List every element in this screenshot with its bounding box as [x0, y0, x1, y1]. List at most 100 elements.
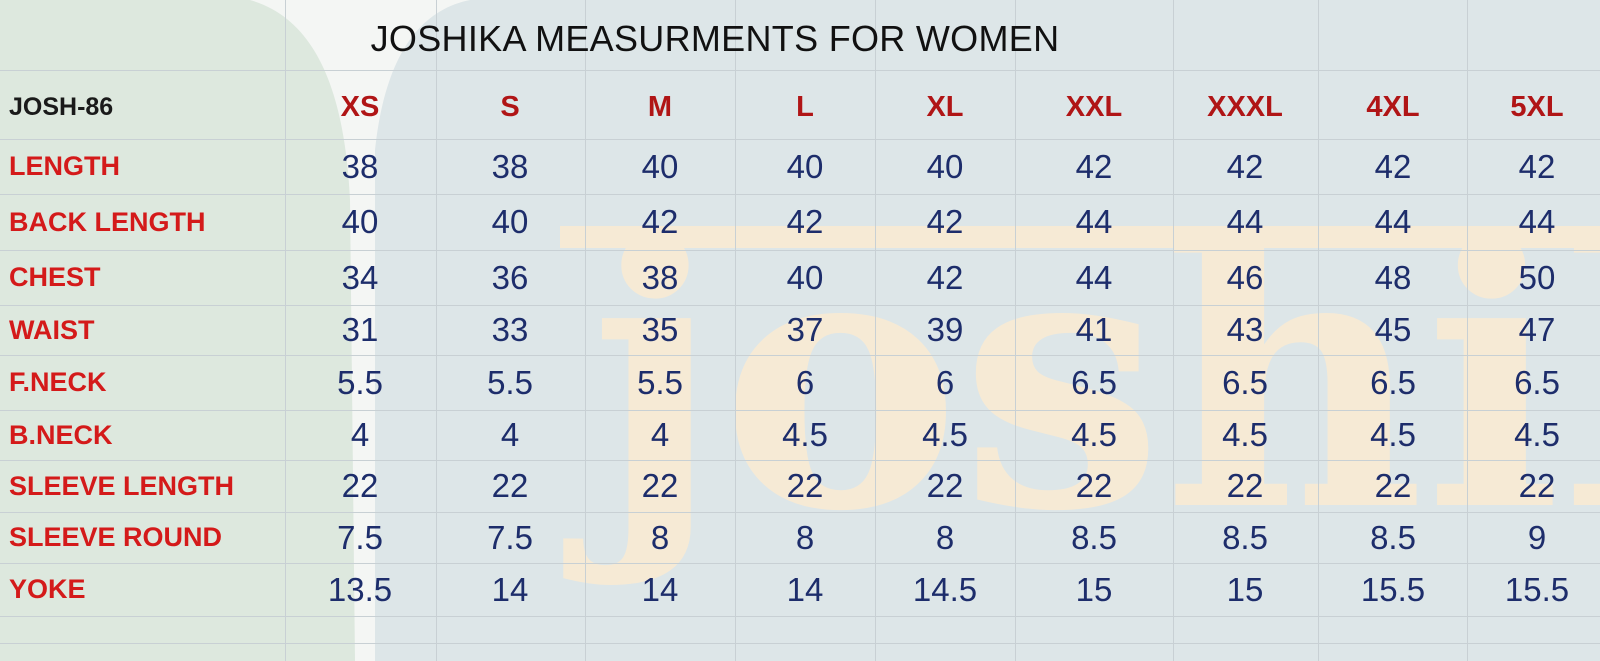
row-label: BACK LENGTH — [9, 206, 206, 237]
size-header: S — [500, 91, 520, 123]
row-label: SLEEVE LENGTH — [9, 470, 235, 501]
measurement-cell: 9 — [1527, 518, 1547, 556]
size-header: 4XL — [1366, 91, 1420, 123]
measurement-cell: 14 — [786, 570, 824, 608]
measurement-cell: 15.5 — [1360, 570, 1426, 608]
grid-hline — [0, 512, 1600, 513]
size-header: XXL — [1065, 91, 1123, 123]
measurement-cell: 15.5 — [1504, 570, 1570, 608]
measurement-cell: 44 — [1518, 203, 1556, 240]
grid-hline — [0, 194, 1600, 195]
measurement-cell: 40 — [786, 147, 824, 185]
measurement-cell: 41 — [1075, 311, 1113, 348]
measurement-cell: 35 — [641, 311, 679, 348]
measurement-cell: 42 — [1075, 147, 1113, 185]
grid-vline — [875, 0, 876, 661]
grid-hline — [0, 460, 1600, 461]
measurement-cell: 22 — [1075, 467, 1113, 504]
measurement-cell: 8.5 — [1071, 518, 1117, 556]
measurement-cell: 4.5 — [1071, 416, 1117, 453]
measurement-cell: 36 — [491, 258, 529, 296]
measurement-cell: 5.5 — [487, 363, 533, 401]
row-label: WAIST — [9, 314, 95, 345]
measurement-cell: 42 — [1374, 147, 1412, 185]
measurement-cell: 43 — [1226, 311, 1264, 348]
grid-hline — [0, 139, 1600, 140]
grid-hline — [0, 410, 1600, 411]
measurement-cell: 14.5 — [912, 570, 978, 608]
measurement-cell: 42 — [1518, 147, 1556, 185]
measurement-cell: 14 — [641, 570, 679, 608]
measurement-cell: 22 — [641, 467, 679, 504]
grid-hline — [0, 643, 1600, 644]
size-header: XXXL — [1207, 91, 1283, 123]
measurement-cell: 34 — [341, 258, 379, 296]
grid-vline — [1173, 0, 1174, 661]
measurement-cell: 42 — [786, 203, 824, 240]
measurement-cell: 44 — [1075, 203, 1113, 240]
row-label: SLEEVE ROUND — [9, 522, 223, 552]
measurement-cell: 4.5 — [1370, 416, 1416, 453]
measurement-cell: 4.5 — [922, 416, 968, 453]
row-label: F.NECK — [9, 367, 107, 397]
measurement-cell: 39 — [926, 311, 964, 348]
measurement-cell: 38 — [641, 258, 679, 296]
style-code: JOSH-86 — [9, 93, 114, 121]
measurement-cell: 38 — [491, 147, 529, 185]
measurement-cell: 8 — [795, 518, 815, 556]
measurement-cell: 40 — [491, 203, 529, 240]
measurement-cell: 5.5 — [637, 363, 683, 401]
size-header: XS — [340, 91, 380, 123]
measurement-cell: 4.5 — [1222, 416, 1268, 453]
grid-vline — [285, 0, 286, 661]
grid-vline — [1015, 0, 1016, 661]
measurement-cell: 22 — [1226, 467, 1264, 504]
measurement-cell: 38 — [341, 147, 379, 185]
measurement-cell: 4.5 — [782, 416, 828, 453]
grid-vline — [1467, 0, 1468, 661]
measurement-cell: 40 — [641, 147, 679, 185]
size-header: M — [647, 91, 673, 123]
measurement-cell: 40 — [786, 258, 824, 296]
measurement-cell: 44 — [1075, 258, 1113, 296]
grid-vline — [585, 0, 586, 661]
measurement-cell: 6 — [795, 363, 815, 401]
measurement-cell: 48 — [1374, 258, 1412, 296]
measurement-cell: 6.5 — [1370, 363, 1416, 401]
measurement-cell: 47 — [1518, 311, 1556, 348]
measurement-cell: 50 — [1518, 258, 1556, 296]
measurement-cell: 22 — [926, 467, 964, 504]
grid-hline — [0, 70, 1600, 71]
measurement-cell: 42 — [641, 203, 679, 240]
size-header: 5XL — [1510, 91, 1564, 123]
measurement-cell: 44 — [1226, 203, 1264, 240]
measurement-cell: 42 — [926, 203, 964, 240]
measurement-cell: 45 — [1374, 311, 1412, 348]
measurement-cell: 6.5 — [1071, 363, 1117, 401]
size-header: L — [796, 91, 814, 123]
measurement-cell: 7.5 — [337, 518, 383, 556]
grid-vline — [436, 0, 437, 661]
grid-hline — [0, 563, 1600, 564]
grid-hline — [0, 616, 1600, 617]
measurement-cell: 22 — [491, 467, 529, 504]
measurement-cell: 8 — [650, 518, 670, 556]
measurement-cell: 5.5 — [337, 363, 383, 401]
measurement-cell: 13.5 — [327, 570, 393, 608]
measurement-cell: 22 — [1374, 467, 1412, 504]
measurement-cell: 4 — [350, 416, 370, 453]
measurement-cell: 42 — [926, 258, 964, 296]
watermark-text: joshika — [562, 167, 1600, 590]
measurement-cell: 40 — [926, 147, 964, 185]
measurement-cell: 4.5 — [1514, 416, 1560, 453]
size-header: XL — [926, 91, 964, 123]
measurement-cell: 8.5 — [1370, 518, 1416, 556]
measurement-cell: 4 — [650, 416, 670, 453]
row-label: CHEST — [9, 262, 101, 292]
grid-hline — [0, 250, 1600, 251]
measurement-cell: 22 — [1518, 467, 1556, 504]
grid-vline — [1318, 0, 1319, 661]
measurement-cell: 6.5 — [1222, 363, 1268, 401]
